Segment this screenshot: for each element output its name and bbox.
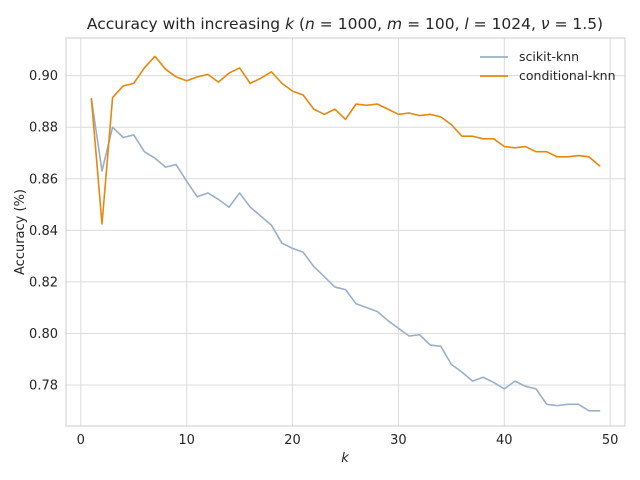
y-tick-label: 0.80	[29, 327, 58, 342]
x-tick-label: 0	[77, 433, 85, 448]
y-tick-label: 0.78	[29, 379, 58, 394]
y-tick-label: 0.84	[29, 224, 58, 239]
x-tick-labels: 0 10 20 30 40 50	[77, 433, 619, 448]
series-layer	[90, 55, 601, 412]
x-tick-label: 20	[284, 433, 301, 448]
chart-title: Accuracy with increasing k (n = 1000, m …	[87, 15, 603, 33]
x-tick-label: 40	[496, 433, 513, 448]
series-line-scikit-knn	[90, 98, 601, 412]
legend-label-conditional-knn: conditional-knn	[519, 68, 616, 83]
y-tick-label: 0.88	[29, 121, 58, 136]
y-tick-label: 0.90	[29, 69, 58, 84]
y-tick-label: 0.82	[29, 275, 58, 290]
y-tick-labels: 0.78 0.80 0.82 0.84 0.86 0.88 0.90	[29, 69, 58, 393]
x-tick-label: 50	[602, 433, 619, 448]
x-gridlines	[80, 38, 611, 426]
legend-label-scikit-knn: scikit-knn	[519, 49, 579, 64]
series-line-conditional-knn	[90, 55, 601, 225]
y-tick-label: 0.86	[29, 172, 58, 187]
legend: scikit-knn conditional-knn	[480, 49, 616, 83]
x-axis-title: k	[341, 451, 349, 466]
plot-area	[66, 38, 625, 426]
x-tick-label: 30	[390, 433, 407, 448]
y-gridlines	[66, 75, 625, 386]
plot-frame	[65, 37, 626, 427]
y-axis-title: Accuracy (%)	[13, 189, 28, 275]
x-tick-label: 10	[178, 433, 195, 448]
